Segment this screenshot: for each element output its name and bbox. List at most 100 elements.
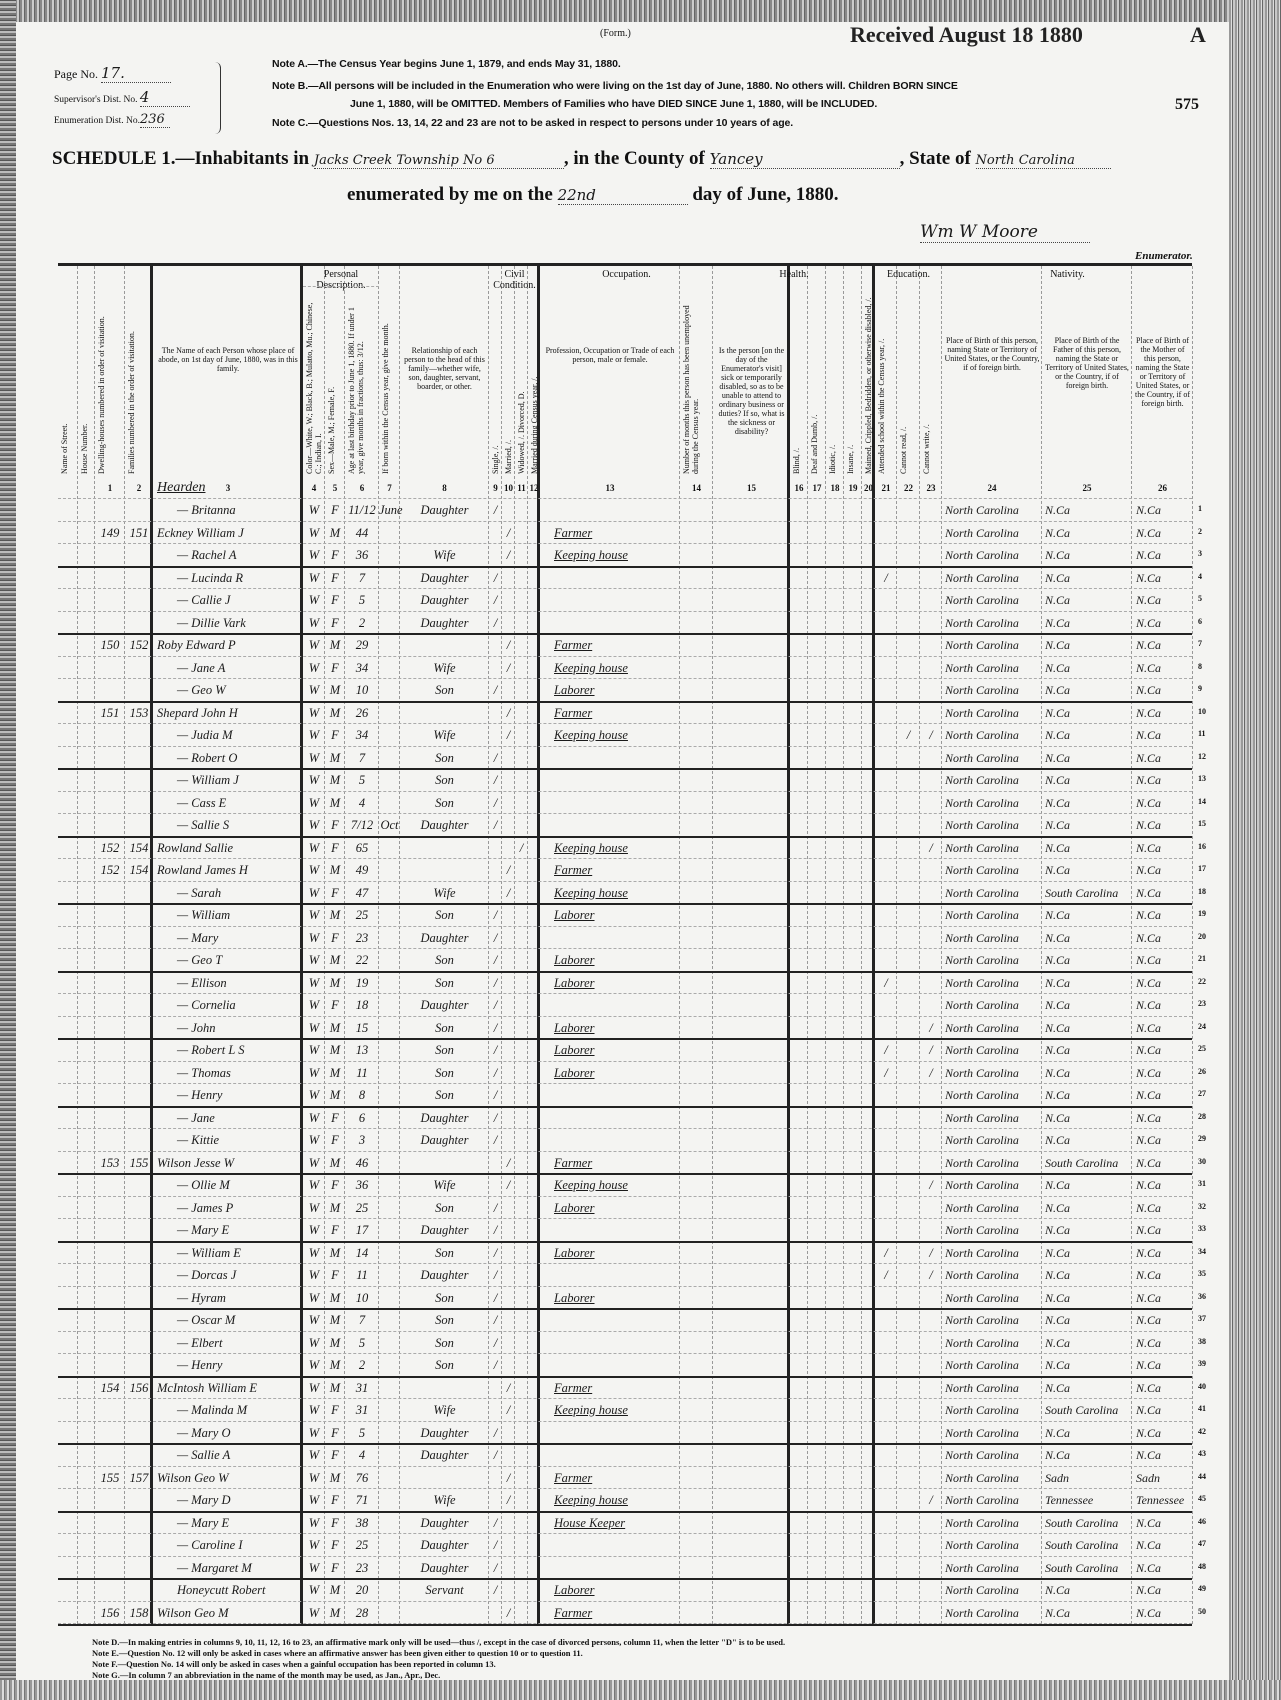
person-name: — Britanna (177, 503, 236, 517)
father-birthplace: N.Ca (1045, 1223, 1071, 1237)
column-header-12: Married during Census year, /. (530, 376, 539, 474)
occupation: Laborer (554, 1583, 595, 1597)
column-20 (844, 266, 862, 1624)
sex: M (329, 1470, 341, 1485)
color: W (308, 863, 320, 877)
column-number: 10 (504, 483, 513, 493)
age: 28 (355, 1605, 369, 1620)
person-name: — Margaret M (177, 1560, 252, 1575)
birthplace: North Carolina (945, 1358, 1019, 1372)
birthplace: North Carolina (945, 570, 1019, 585)
family-number: 157 (129, 1470, 149, 1485)
column-26 (1042, 266, 1132, 1624)
column-number (78, 478, 95, 498)
sex: M (329, 1313, 341, 1327)
state-value: North Carolina (975, 153, 1111, 169)
column-number: 4 (311, 483, 317, 493)
age: 38 (355, 1515, 369, 1530)
father-birthplace: N.Ca (1045, 660, 1071, 675)
line-number: 29 (1198, 1134, 1206, 1143)
age: 49 (355, 863, 369, 877)
line-number: 14 (1198, 796, 1206, 806)
mother-birthplace: Tennessee (1136, 1493, 1185, 1507)
column-header-15: Is the person [on the day of the Enumera… (718, 346, 785, 436)
line-number: 42 (1198, 1426, 1206, 1436)
sex: F (331, 593, 339, 607)
father-birthplace: N.Ca (1045, 818, 1071, 832)
age: 20 (355, 1583, 369, 1597)
relationship: Daughter (420, 1560, 469, 1575)
color: W (308, 818, 320, 832)
row-divider (58, 1555, 1192, 1557)
mother-birthplace: N.Ca (1136, 1133, 1162, 1147)
line-number: 50 (1198, 1606, 1206, 1616)
footnote-e: Note E.—Question No. 12 will only be ask… (92, 1648, 583, 1658)
color: W (308, 1223, 320, 1237)
civil-condition-single: / (493, 1223, 498, 1237)
column-15 (680, 266, 713, 1624)
person-name: — William J (177, 773, 239, 787)
sex: M (329, 1380, 341, 1395)
note-b-line1: Note B.—All persons will be included in … (272, 80, 958, 92)
color: W (308, 795, 320, 810)
line-number: 16 (1198, 841, 1206, 851)
relationship: Son (435, 795, 454, 810)
column-header-17: Deaf and Dumb, /. (810, 414, 819, 474)
relationship: Wife (433, 728, 456, 742)
father-birthplace: N.Ca (1045, 998, 1071, 1012)
civil-condition-single: / (493, 1560, 498, 1575)
color: W (308, 1358, 320, 1372)
color: W (308, 930, 320, 945)
color: W (308, 1493, 320, 1507)
father-birthplace: N.Ca (1045, 1335, 1071, 1350)
enumerator-label: Enumerator. (1135, 250, 1193, 262)
father-birthplace: N.Ca (1045, 953, 1071, 967)
dwelling-number: 156 (100, 1605, 120, 1620)
color: W (308, 570, 320, 585)
occupation: Keeping house (554, 1403, 628, 1417)
county-label: , in the County of (563, 148, 705, 169)
row-divider (58, 813, 1192, 814)
birthplace: North Carolina (945, 1155, 1019, 1170)
person-name: Eckney William J (157, 525, 244, 540)
father-birthplace: South Carolina (1045, 885, 1119, 900)
mother-birthplace: N.Ca (1136, 683, 1162, 697)
occupation: Laborer (554, 908, 595, 922)
color: W (308, 548, 320, 562)
birthplace: North Carolina (945, 1290, 1019, 1305)
education-mark-col-23: / (929, 728, 933, 742)
father-birthplace: Sadn (1045, 1470, 1069, 1485)
row-divider (58, 1173, 1192, 1175)
sex: F (331, 1178, 339, 1192)
dwelling-number: 152 (100, 863, 120, 877)
age: 15 (355, 1020, 369, 1035)
row-divider (58, 1060, 1192, 1062)
line-number: 4 (1198, 571, 1202, 581)
occupation: House Keeper (554, 1515, 626, 1530)
civil-condition-married: / (506, 548, 511, 562)
civil-condition-single: / (493, 1020, 498, 1035)
row-divider (58, 1578, 1192, 1580)
row-divider (58, 1533, 1192, 1534)
column-header-25: Place of Birth of the Father of this per… (1045, 336, 1129, 390)
column-3 (125, 266, 153, 1624)
age: 6 (358, 1110, 366, 1125)
relationship: Daughter (420, 503, 469, 517)
sex: M (329, 975, 341, 990)
sex: F (331, 1538, 339, 1552)
relationship: Wife (433, 1403, 456, 1417)
dwelling-number: 155 (100, 1470, 120, 1485)
relationship: Son (435, 1358, 454, 1372)
color: W (308, 1110, 320, 1125)
column-number: 23 (926, 483, 936, 493)
line-number: 5 (1198, 594, 1202, 603)
color: W (308, 1155, 320, 1170)
column-header-2: Families numbered in the order of visita… (127, 331, 136, 474)
father-birthplace: N.Ca (1045, 593, 1071, 607)
person-name: — Cornelia (177, 998, 236, 1012)
sex: F (331, 548, 339, 562)
sex: M (329, 1020, 341, 1035)
color: W (308, 1538, 320, 1552)
father-birthplace: N.Ca (1045, 930, 1071, 945)
occupation: Laborer (554, 975, 595, 990)
